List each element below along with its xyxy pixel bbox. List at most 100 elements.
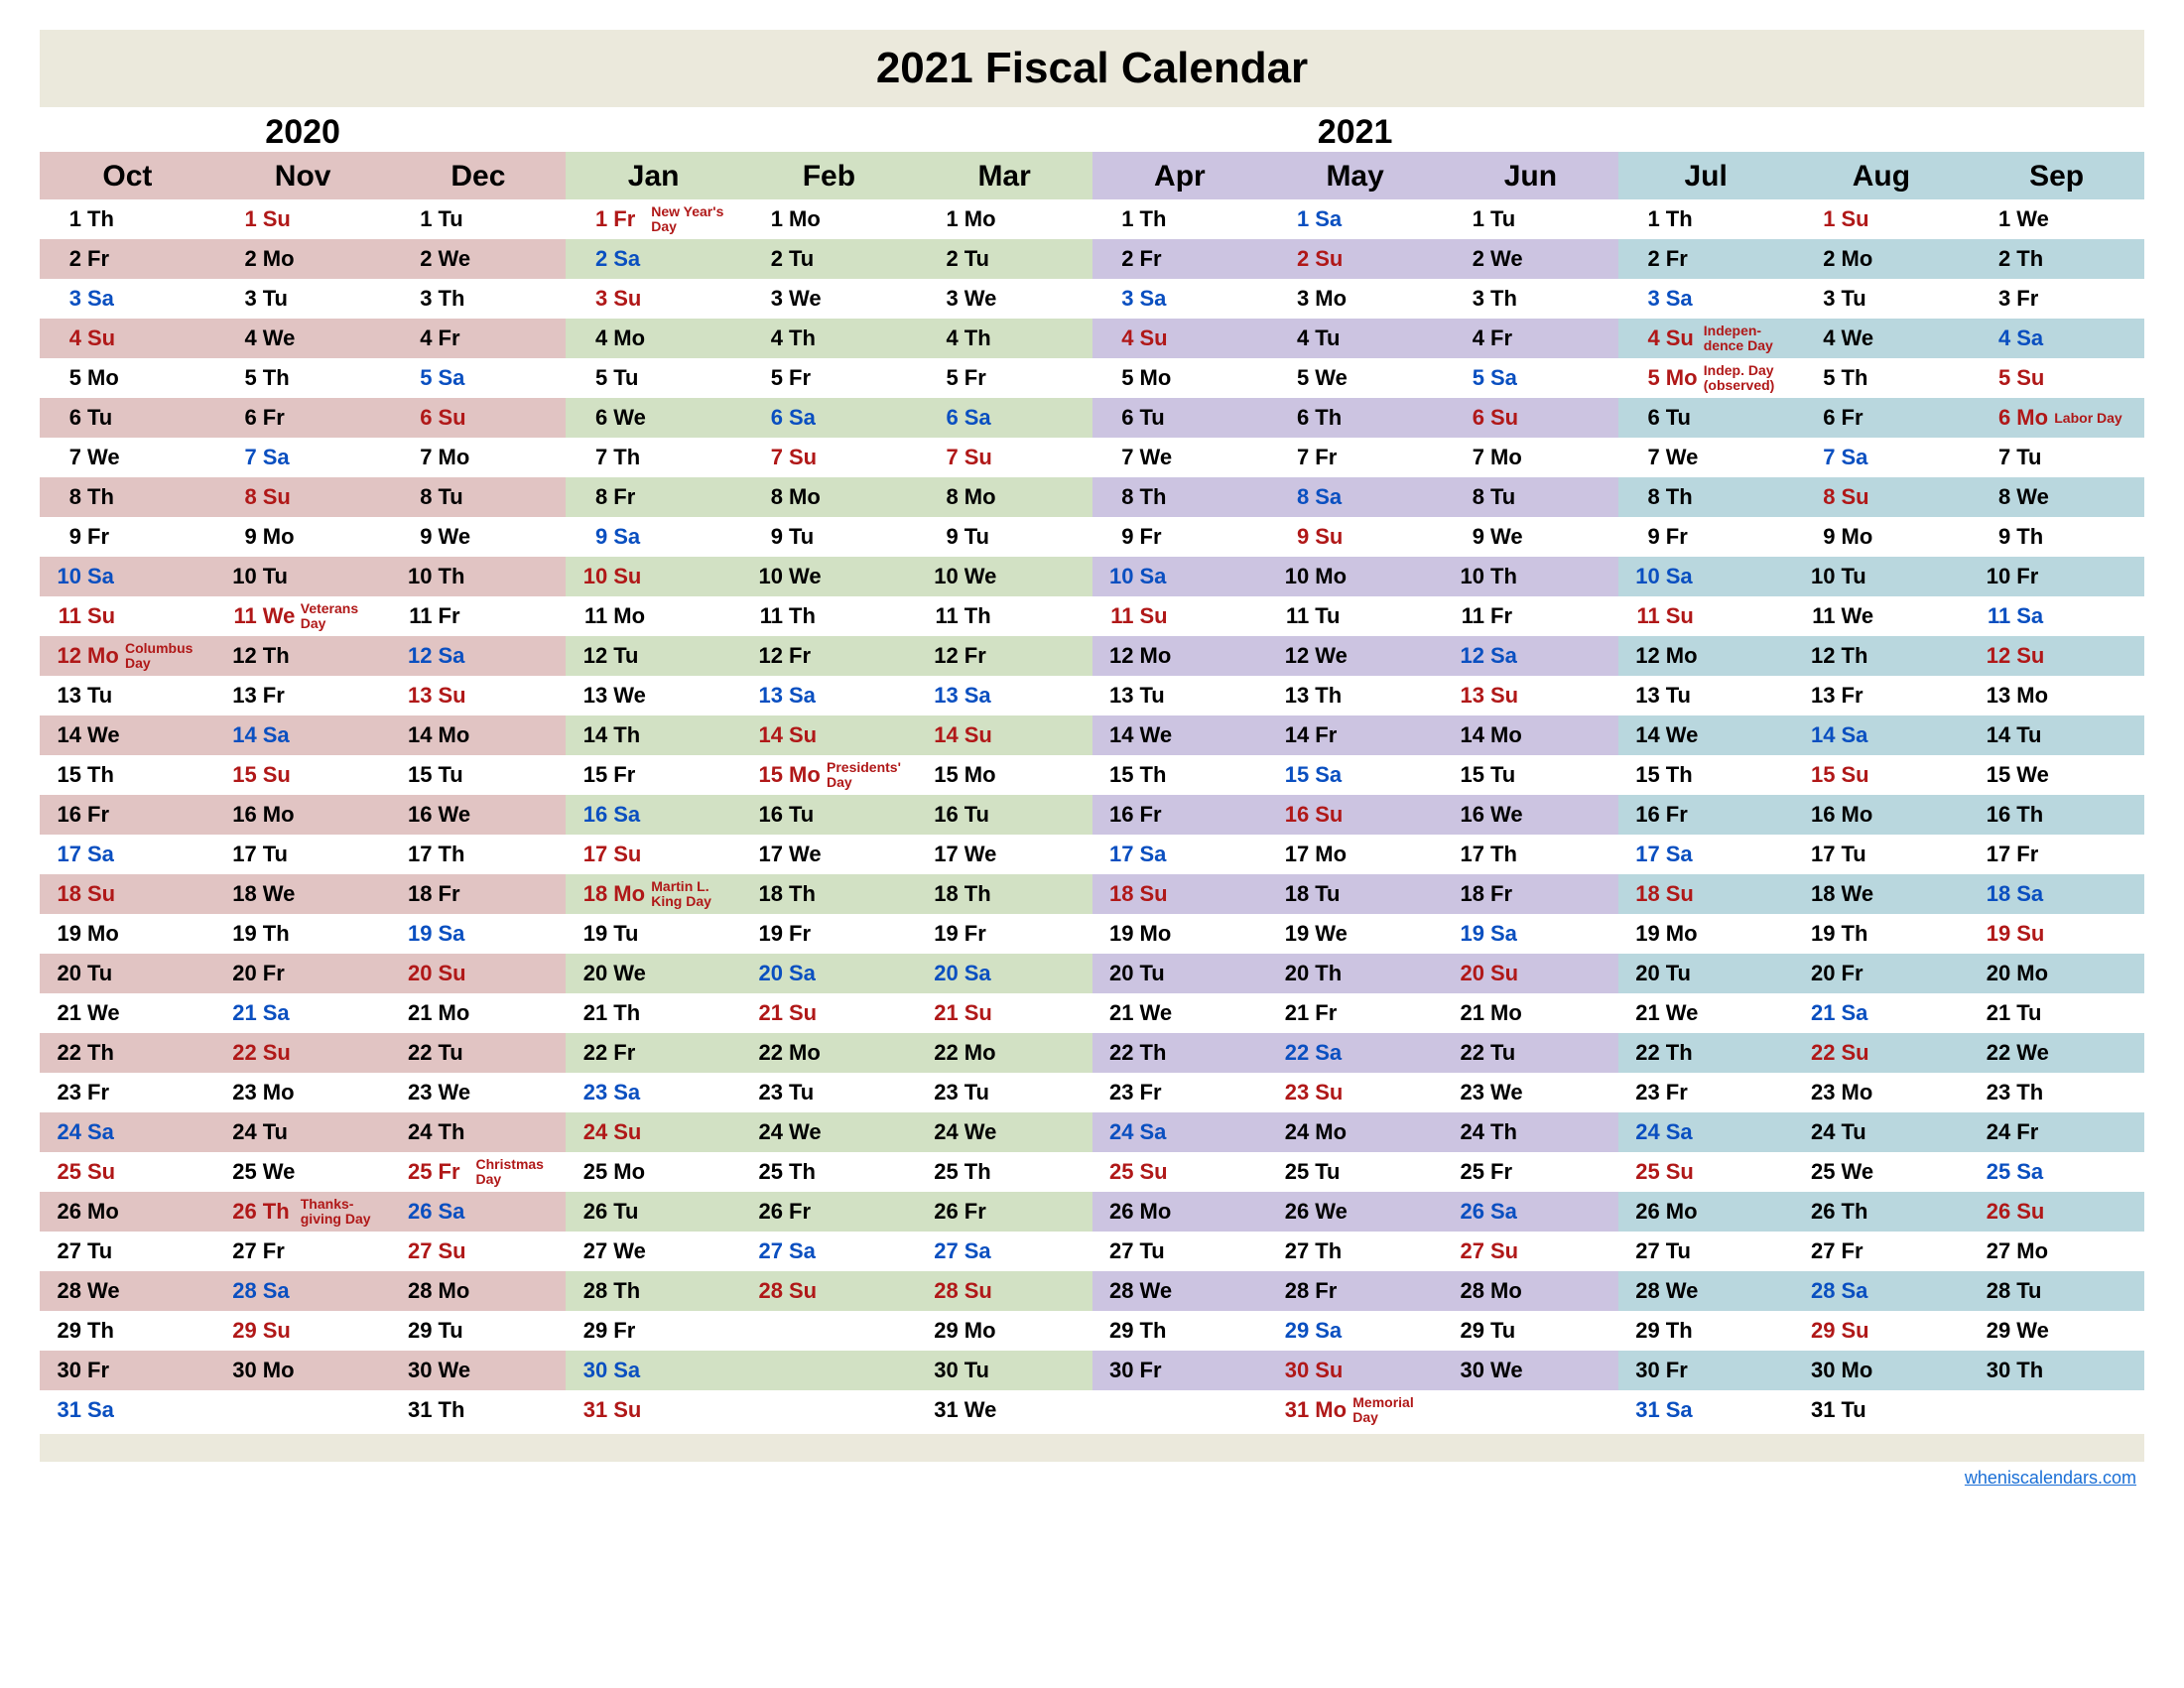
day-number: 25 [225,1159,257,1185]
day-cell: 24Tu [1794,1112,1970,1152]
day-number: 26 [50,1199,81,1225]
day-cell: 20We [566,954,741,993]
day-number: 5 [927,365,959,391]
day-of-week: Mo [2010,683,2050,709]
day-cell: 22Tu [1443,1033,1618,1073]
day-number: 4 [927,325,959,351]
day-cell: 5MoIndep. Day (observed) [1618,358,1794,398]
day-of-week: Tu [1484,484,1524,510]
day-cell: 2We [391,239,567,279]
day-of-week: Su [783,445,823,470]
day-cell: 3Su [566,279,741,319]
day-cell: 14Sa [215,715,391,755]
day-cell: 15Su [215,755,391,795]
day-number: 9 [751,524,783,550]
day-number: 1 [50,206,81,232]
day-of-week: Th [783,603,823,629]
day-of-week: Th [81,206,121,232]
day-number: 8 [1102,484,1134,510]
day-number: 5 [1277,365,1309,391]
day-number: 21 [1979,1000,2010,1026]
day-number: 1 [1979,206,2010,232]
day-cell: 14Fr [1267,715,1443,755]
day-cell: 12MoColumbus Day [40,636,215,676]
day-of-week: Th [2010,246,2050,272]
day-cell: 23We [1443,1073,1618,1112]
day-of-week: Mo [1836,802,1875,828]
day-cell: 4Tu [1267,319,1443,358]
day-number: 5 [1453,365,1484,391]
day-of-week: Sa [257,445,297,470]
day-number: 14 [576,722,607,748]
day-cell: 25Mo [566,1152,741,1192]
day-cell: 4We [215,319,391,358]
day-of-week: Sa [2010,325,2050,351]
day-number: 29 [50,1318,81,1344]
day-cell: 15Th [40,755,215,795]
day-cell: 2Tu [917,239,1092,279]
day-of-week: Fr [959,1199,998,1225]
day-number: 10 [1277,564,1309,589]
day-number: 6 [576,405,607,431]
month-header: Nov [215,152,391,199]
day-of-week: Tu [607,921,647,947]
day-cell: 4Su [40,319,215,358]
day-number: 17 [1277,842,1309,867]
day-of-week: Sa [433,1199,472,1225]
day-number: 18 [401,881,433,907]
day-of-week: Tu [433,1318,472,1344]
day-number: 23 [576,1080,607,1105]
day-number: 20 [50,961,81,986]
day-of-week: Mo [2010,1238,2050,1264]
day-number: 24 [1102,1119,1134,1145]
day-number: 19 [1453,921,1484,947]
day-of-week: Sa [1134,286,1174,312]
day-of-week: Mo [783,484,823,510]
day-number: 25 [1628,1159,1660,1185]
day-number: 18 [1102,881,1134,907]
day-cell: 1FrNew Year's Day [566,199,741,239]
day-of-week: Su [2010,365,2050,391]
day-cell: 13Su [391,676,567,715]
day-of-week: We [783,564,823,589]
day-number: 10 [751,564,783,589]
day-cell: 28Mo [391,1271,567,1311]
day-cell: 3Tu [215,279,391,319]
day-number: 6 [50,405,81,431]
day-of-week: Sa [959,961,998,986]
day-of-week: Tu [433,1040,472,1066]
day-number: 2 [1628,246,1660,272]
day-cell: 25We [1794,1152,1970,1192]
day-of-week: Sa [433,365,472,391]
day-cell: 25Th [917,1152,1092,1192]
day-number: 4 [1979,325,2010,351]
attribution-link[interactable]: wheniscalendars.com [40,1462,2144,1489]
day-number: 7 [50,445,81,470]
day-cell: 2Su [1267,239,1443,279]
day-cell: 4We [1794,319,1970,358]
day-of-week: Fr [783,1199,823,1225]
day-number: 30 [1102,1358,1134,1383]
day-of-week: Fr [1660,524,1700,550]
day-of-week: Mo [1484,445,1524,470]
day-of-week: Su [1484,405,1524,431]
day-cell: 6Su [391,398,567,438]
day-number: 4 [225,325,257,351]
day-cell: 14We [1092,715,1268,755]
day-number: 26 [1979,1199,2010,1225]
day-of-week: Tu [1836,1119,1875,1145]
day-number: 14 [401,722,433,748]
day-number: 17 [751,842,783,867]
day-of-week: Tu [959,1080,998,1105]
day-of-week: Tu [1134,683,1174,709]
day-of-week: Sa [2010,881,2050,907]
day-of-week: Su [1660,603,1700,629]
day-cell: 5Th [1794,358,1970,398]
day-number: 27 [927,1238,959,1264]
day-cell: 2Fr [1092,239,1268,279]
holiday-label: Indep. Day (observed) [1700,363,1788,392]
day-number: 16 [576,802,607,828]
day-of-week: Fr [1836,405,1875,431]
day-of-week: Sa [1309,484,1349,510]
day-cell: 27Tu [1618,1232,1794,1271]
